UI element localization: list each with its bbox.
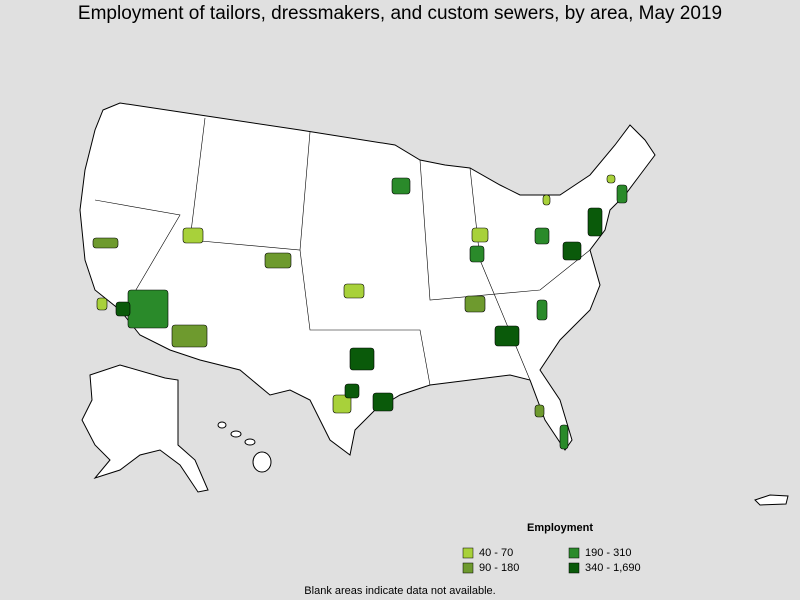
map-region (264, 252, 292, 269)
legend-label: 340 - 1,690 (585, 562, 641, 574)
map-title: Employment of tailors, dressmakers, and … (78, 3, 722, 24)
map-region (182, 227, 204, 244)
map-region (332, 394, 352, 414)
map-region (171, 324, 208, 348)
state-borders (94, 199, 181, 301)
map-region (559, 424, 569, 450)
map-region (344, 383, 360, 399)
legend-label: 90 - 180 (479, 562, 519, 574)
map-region (534, 227, 550, 245)
map-region (534, 404, 545, 418)
legend-swatch (568, 547, 580, 559)
map-region (587, 207, 603, 237)
map-region (391, 177, 411, 195)
map (79, 102, 789, 506)
map-region (471, 227, 489, 243)
map-region (343, 283, 365, 299)
legend-label: 40 - 70 (479, 547, 513, 559)
legend: Employment 40 - 70 190 - 310 90 - 180 340 -… (462, 522, 641, 574)
state-borders (189, 117, 311, 251)
map-region (536, 299, 548, 321)
map-region (96, 297, 108, 311)
map-region (606, 174, 616, 184)
map-region (349, 347, 375, 371)
map-region (469, 245, 485, 263)
map-region (542, 194, 551, 206)
map-region (562, 241, 582, 261)
legend-label: 190 - 310 (585, 547, 631, 559)
map-region (127, 289, 169, 329)
map-region (464, 295, 486, 313)
regions (92, 174, 779, 505)
map-region (494, 325, 520, 347)
hawaii (217, 421, 272, 473)
legend-swatch (462, 547, 474, 559)
map-region (92, 237, 119, 249)
alaska (81, 364, 209, 493)
map-region (372, 392, 394, 412)
state-borders (299, 249, 431, 386)
puerto-rico (754, 494, 789, 506)
state-borders (419, 159, 591, 301)
legend-swatch (462, 562, 474, 574)
map-region (616, 184, 628, 204)
legend-items: 40 - 70 190 - 310 90 - 180 340 - 1,690 (462, 547, 641, 574)
map-region (115, 301, 131, 317)
legend-swatch (568, 562, 580, 574)
us-mainland (79, 102, 656, 456)
footnote: Blank areas indicate data not available. (304, 585, 495, 597)
legend-title: Employment (527, 522, 593, 534)
